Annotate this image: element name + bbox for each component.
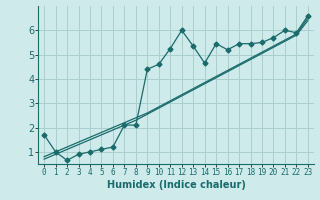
X-axis label: Humidex (Indice chaleur): Humidex (Indice chaleur)	[107, 180, 245, 190]
